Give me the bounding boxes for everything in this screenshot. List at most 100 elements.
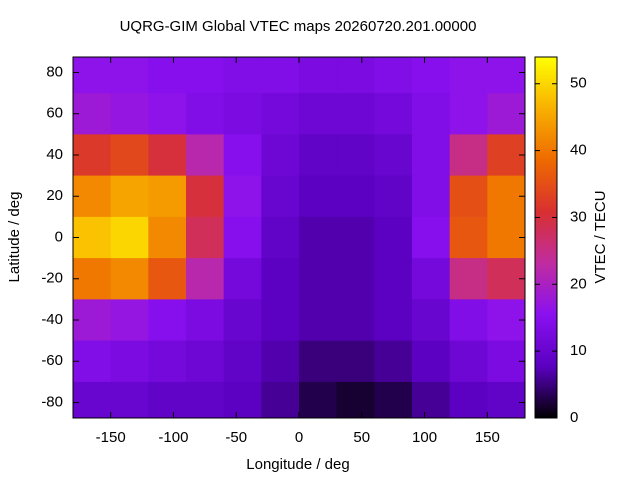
colorbar: [534, 56, 558, 419]
heatmap-cell: [374, 381, 413, 418]
heatmap-cell: [374, 258, 413, 300]
heatmap-cell: [110, 299, 149, 342]
heatmap-cell: [223, 299, 262, 342]
heatmap-cell: [336, 134, 375, 177]
chart-title: UQRG-GIM Global VTEC maps 20260720.201.0…: [120, 18, 477, 35]
heatmap-cell: [336, 258, 375, 300]
heatmap-cell: [110, 175, 149, 218]
heatmap-cell: [299, 381, 338, 418]
colorbar-tick-label: 40: [570, 142, 587, 159]
y-tick-label: 40: [46, 146, 63, 163]
heatmap-cell: [110, 258, 149, 300]
heatmap-cell: [261, 340, 300, 383]
heatmap-cell: [73, 175, 112, 218]
colorbar-tick-label: 0: [570, 409, 578, 426]
heatmap-cell: [487, 175, 525, 218]
heatmap-cell: [374, 57, 413, 94]
heatmap-cell: [223, 216, 262, 259]
heatmap-cell: [73, 134, 112, 177]
heatmap-cell: [449, 175, 488, 218]
x-tick-label: -100: [158, 429, 188, 446]
heatmap-cell: [223, 381, 262, 418]
x-tick-label: 50: [353, 429, 370, 446]
colorbar-tick-label: 30: [570, 208, 587, 225]
x-tick-label: -150: [96, 429, 126, 446]
heatmap-cell: [449, 216, 488, 259]
heatmap-cell: [299, 175, 338, 218]
heatmap-cell: [73, 381, 112, 418]
heatmap-cell: [412, 340, 451, 383]
heatmap-cell: [374, 340, 413, 383]
heatmap-cell: [412, 299, 451, 342]
heatmap-cell: [487, 57, 525, 94]
y-tick-label: -20: [41, 270, 63, 287]
heatmap-cell: [73, 258, 112, 300]
heatmap-cell: [73, 57, 112, 94]
y-tick-label: -80: [41, 393, 63, 410]
heatmap-cell: [487, 216, 525, 259]
heatmap-cell: [412, 134, 451, 177]
heatmap-cell: [374, 175, 413, 218]
x-axis-label: Longitude / deg: [246, 456, 349, 473]
heatmap-cell: [186, 175, 225, 218]
heatmap-cell: [73, 340, 112, 383]
heatmap-cell: [261, 57, 300, 94]
heatmap-cell: [186, 134, 225, 177]
y-tick-label: 60: [46, 105, 63, 122]
heatmap-cell: [261, 216, 300, 259]
y-tick-label: 20: [46, 187, 63, 204]
heatmap-cell: [374, 93, 413, 135]
heatmap-cell: [449, 340, 488, 383]
colorbar-tick-label: 10: [570, 342, 587, 359]
heatmap-cell: [148, 93, 187, 135]
heatmap-cell: [261, 134, 300, 177]
heatmap-cell: [261, 258, 300, 300]
heatmap-cell: [148, 299, 187, 342]
x-tick-label: -50: [225, 429, 247, 446]
heatmap-cell: [412, 216, 451, 259]
heatmap-cell: [223, 57, 262, 94]
heatmap-cell: [374, 299, 413, 342]
heatmap-cell: [299, 299, 338, 342]
colorbar-tick-label: 20: [570, 275, 587, 292]
heatmap-cell: [186, 93, 225, 135]
heatmap-cell: [223, 93, 262, 135]
heatmap-cell: [148, 134, 187, 177]
heatmap-cell: [487, 134, 525, 177]
heatmap-cell: [110, 381, 149, 418]
heatmap-cell: [186, 258, 225, 300]
heatmap-cell: [261, 175, 300, 218]
y-tick-label: 80: [46, 63, 63, 80]
heatmap: [73, 57, 525, 418]
heatmap-cell: [336, 93, 375, 135]
heatmap-cell: [223, 175, 262, 218]
heatmap-cell: [449, 93, 488, 135]
heatmap-cell: [449, 57, 488, 94]
heatmap-cell: [261, 93, 300, 135]
heatmap-cell: [261, 299, 300, 342]
heatmap-cell: [412, 381, 451, 418]
heatmap-cell: [223, 134, 262, 177]
heatmap-cell: [299, 134, 338, 177]
heatmap-cell: [336, 299, 375, 342]
heatmap-cell: [336, 340, 375, 383]
heatmap-cell: [299, 258, 338, 300]
heatmap-cell: [148, 258, 187, 300]
heatmap-cell: [412, 93, 451, 135]
colorbar-label: VTEC / TECU: [592, 190, 609, 283]
heatmap-cell: [299, 57, 338, 94]
heatmap-cell: [110, 340, 149, 383]
heatmap-cell: [110, 134, 149, 177]
x-tick-label: 100: [412, 429, 437, 446]
heatmap-cell: [487, 381, 525, 418]
heatmap-cell: [374, 216, 413, 259]
heatmap-cell: [487, 93, 525, 135]
heatmap-cell: [374, 134, 413, 177]
heatmap-cell: [223, 258, 262, 300]
heatmap-cell: [73, 216, 112, 259]
heatmap-cell: [299, 216, 338, 259]
heatmap-cell: [487, 299, 525, 342]
heatmap-cell: [487, 340, 525, 383]
y-tick-label: -60: [41, 352, 63, 369]
